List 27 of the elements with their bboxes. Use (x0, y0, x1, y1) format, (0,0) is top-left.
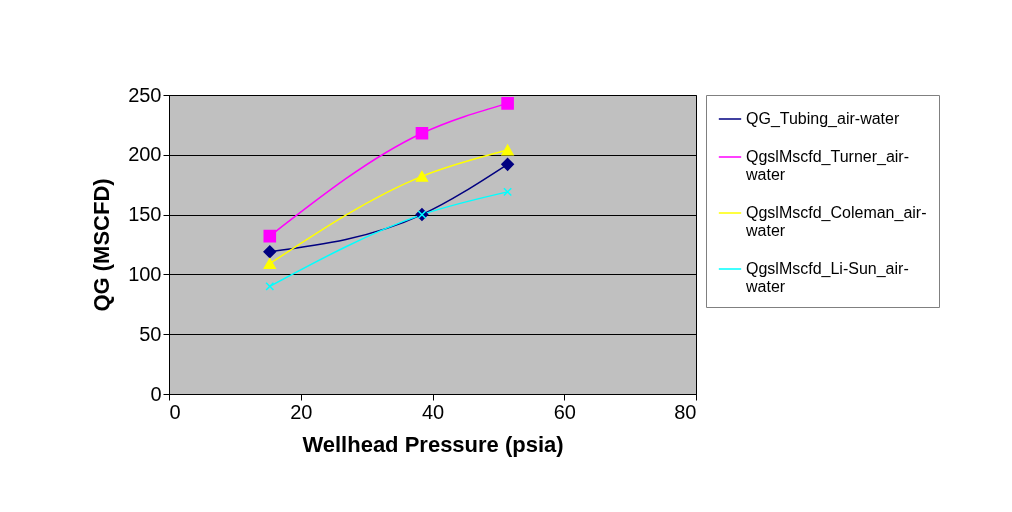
legend-label: QgslMscfd_Li-Sun_air-water (745, 260, 909, 295)
point (415, 126, 429, 140)
point (501, 97, 514, 110)
x-tick-label: 60 (553, 400, 576, 423)
y-tick-label: 50 (139, 322, 162, 345)
point (503, 187, 513, 197)
point (263, 258, 276, 270)
y-tick-label: 150 (128, 203, 162, 226)
point (415, 170, 429, 182)
point (265, 281, 275, 291)
x-tick-label: 40 (421, 400, 445, 423)
point (263, 229, 277, 243)
y-axis-title: QG (MSCFD) (89, 178, 115, 312)
legend-label: QG_Tubing_air-water (746, 110, 900, 128)
legend-label: QgslMscfd_Coleman_air-water (745, 204, 927, 239)
x-tick-label: 20 (290, 400, 313, 423)
x-tick-label: 0 (169, 400, 181, 423)
point (501, 157, 515, 171)
point (501, 144, 514, 156)
y-tick-label: 0 (150, 382, 162, 405)
y-tick-label: 250 (128, 83, 162, 106)
legend-label: QgslMscfd_Turner_air-water (745, 148, 910, 183)
y-tick-label: 100 (128, 262, 162, 285)
y-tick-label: 200 (128, 143, 162, 166)
x-tick-label: 80 (674, 400, 697, 423)
point (263, 245, 277, 259)
x-axis-title: Wellhead Pressure (psia) (302, 431, 564, 457)
